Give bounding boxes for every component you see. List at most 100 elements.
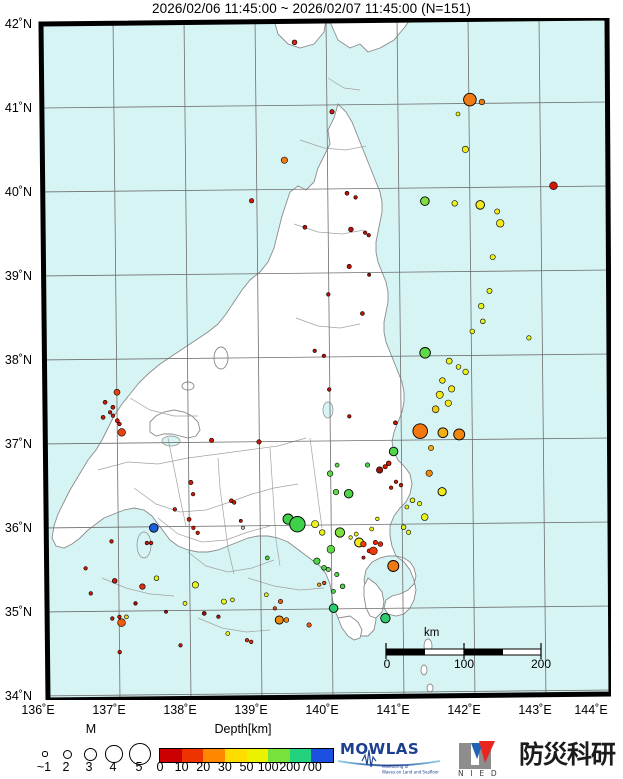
earthquake-marker[interactable] [331,589,336,594]
earthquake-marker[interactable] [367,272,372,277]
earthquake-marker[interactable] [353,195,358,200]
earthquake-marker[interactable] [124,614,129,620]
earthquake-marker[interactable] [455,364,462,370]
earthquake-marker[interactable] [461,145,469,153]
earthquake-marker[interactable] [387,560,400,572]
earthquake-marker[interactable] [412,423,428,439]
earthquake-marker[interactable] [110,404,116,410]
earthquake-marker[interactable] [230,597,235,603]
earthquake-marker[interactable] [369,546,378,556]
earthquake-marker[interactable] [462,368,469,376]
earthquake-marker[interactable] [117,618,126,627]
earthquake-marker[interactable] [353,531,359,537]
earthquake-marker[interactable] [321,565,327,571]
earthquake-marker[interactable] [420,196,430,206]
earthquake-marker[interactable] [327,387,332,392]
earthquake-marker[interactable] [291,39,298,45]
earthquake-marker[interactable] [439,377,446,384]
earthquake-marker[interactable] [311,520,319,528]
earthquake-marker[interactable] [389,485,394,490]
earthquake-marker[interactable] [444,399,452,407]
earthquake-marker[interactable] [117,421,122,427]
earthquake-marker[interactable] [225,631,231,636]
earthquake-marker[interactable] [313,557,321,565]
earthquake-marker[interactable] [346,264,352,270]
earthquake-marker[interactable] [327,470,334,477]
earthquake-marker[interactable] [133,601,138,606]
earthquake-marker[interactable] [83,566,88,571]
earthquake-marker[interactable] [249,198,255,204]
earthquake-marker[interactable] [363,230,368,235]
earthquake-marker[interactable] [201,611,207,616]
earthquake-marker[interactable] [149,523,159,533]
earthquake-marker[interactable] [428,445,434,451]
earthquake-marker[interactable] [312,348,317,353]
earthquake-marker[interactable] [400,524,407,530]
earthquake-marker[interactable] [153,575,160,581]
earthquake-marker[interactable] [329,109,335,115]
earthquake-marker[interactable] [445,357,453,365]
earthquake-markers[interactable] [83,39,558,655]
map-canvas[interactable] [38,18,611,700]
earthquake-marker[interactable] [453,428,466,441]
earthquake-marker[interactable] [360,541,367,548]
earthquake-marker[interactable] [348,535,353,540]
earthquake-marker[interactable] [463,92,477,107]
earthquake-marker[interactable] [278,598,284,604]
earthquake-marker[interactable] [111,578,118,584]
earthquake-marker[interactable] [325,566,331,572]
earthquake-marker[interactable] [339,583,346,589]
earthquake-marker[interactable] [328,603,339,613]
earthquake-marker[interactable] [306,622,312,628]
earthquake-marker[interactable] [347,414,352,419]
earthquake-marker[interactable] [334,462,340,468]
earthquake-marker[interactable] [117,649,122,655]
earthquake-marker[interactable] [393,479,399,484]
earthquake-marker[interactable] [109,539,114,544]
earthquake-marker[interactable] [478,303,485,310]
earthquake-marker[interactable] [209,437,215,443]
earthquake-marker[interactable] [386,460,392,466]
earthquake-marker[interactable] [148,540,154,546]
earthquake-marker[interactable] [348,226,354,233]
earthquake-marker[interactable] [115,418,120,424]
earthquake-marker[interactable] [372,539,378,545]
earthquake-marker[interactable] [191,525,196,530]
earthquake-marker[interactable] [238,518,243,523]
earthquake-marker[interactable] [382,464,388,470]
earthquake-marker[interactable] [186,517,192,522]
earthquake-marker[interactable] [437,487,447,497]
earthquake-marker[interactable] [425,469,433,477]
earthquake-marker[interactable] [451,200,458,207]
earthquake-marker[interactable] [496,219,505,228]
earthquake-marker[interactable] [431,405,440,413]
earthquake-marker[interactable] [406,529,412,535]
earthquake-marker[interactable] [144,540,149,546]
earthquake-marker[interactable] [322,580,327,586]
earthquake-marker[interactable] [317,582,322,587]
earthquake-marker[interactable] [380,613,391,624]
earthquake-marker[interactable] [421,513,429,521]
earthquake-marker[interactable] [549,181,558,191]
earthquake-marker[interactable] [398,483,404,488]
earthquake-marker[interactable] [188,479,194,485]
earthquake-marker[interactable] [110,616,115,621]
earthquake-marker[interactable] [455,111,461,117]
earthquake-marker[interactable] [191,492,196,497]
earthquake-marker[interactable] [110,413,116,418]
earthquake-marker[interactable] [107,410,113,415]
earthquake-marker[interactable] [409,497,416,503]
earthquake-marker[interactable] [117,614,122,620]
earthquake-marker[interactable] [469,328,475,335]
earthquake-marker[interactable] [480,318,486,324]
earthquake-marker[interactable] [475,200,485,210]
earthquake-marker[interactable] [393,420,398,426]
earthquake-marker[interactable] [369,526,375,532]
earthquake-marker[interactable] [164,609,168,614]
earthquake-marker[interactable] [256,439,262,445]
earthquake-marker[interactable] [404,504,410,510]
earthquake-marker[interactable] [486,287,493,294]
earthquake-marker[interactable] [117,428,126,437]
earthquake-marker[interactable] [139,583,146,590]
earthquake-marker[interactable] [319,529,326,536]
